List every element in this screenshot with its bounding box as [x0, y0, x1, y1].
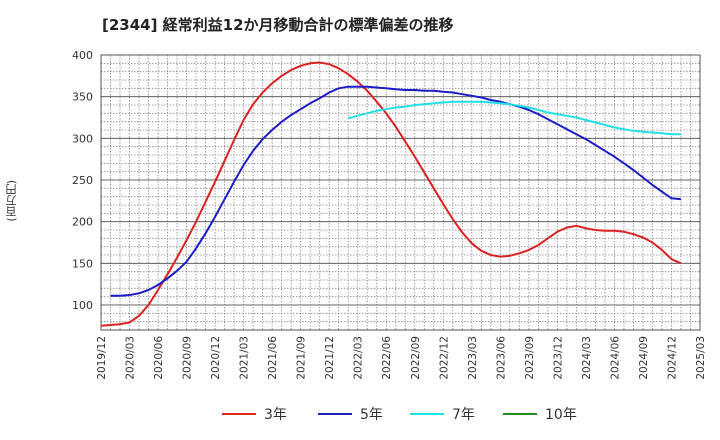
- x-tick-label: 2020/06: [153, 336, 165, 380]
- x-tick-label: 2023/03: [467, 336, 479, 380]
- y-tick-label: 150: [72, 257, 93, 270]
- x-tick-label: 2024/03: [581, 336, 593, 380]
- x-tick-label: 2021/12: [324, 336, 336, 380]
- series-line-7年: [347, 100, 681, 136]
- y-tick-label: 250: [72, 174, 93, 187]
- plot-area: [101, 55, 700, 330]
- x-tick-label: 2022/12: [438, 336, 450, 380]
- y-tick-label: 400: [72, 49, 93, 62]
- x-tick-label: 2023/06: [495, 336, 507, 380]
- x-tick-label: 2022/09: [410, 336, 422, 380]
- y-tick-label: 100: [72, 299, 93, 312]
- series-line-5年: [110, 85, 682, 297]
- x-tick-label: 2020/12: [210, 336, 222, 380]
- x-tick-label: 2023/09: [524, 336, 536, 380]
- x-tick-label: 2021/06: [267, 336, 279, 380]
- series-line-3年: [100, 61, 682, 327]
- legend-label-10年: 10年: [545, 407, 577, 423]
- x-tick-label: 2020/09: [182, 336, 194, 380]
- x-tick-label: 2020/03: [125, 336, 137, 380]
- x-tick-label: 2024/09: [638, 336, 650, 380]
- plot-frame: [100, 54, 701, 331]
- y-tick-label: 300: [72, 132, 93, 145]
- x-tick-label: 2022/03: [353, 336, 365, 380]
- legend-label-7年: 7年: [452, 407, 475, 423]
- chart-title: [2344] 経常利益12か月移動合計の標準偏差の推移: [102, 16, 454, 34]
- x-tick-label: 2025/03: [695, 336, 707, 380]
- x-tick-label: 2024/06: [609, 336, 621, 380]
- legend-label-3年: 3年: [264, 407, 287, 423]
- y-tick-label: 350: [72, 91, 93, 104]
- legend-label-5年: 5年: [360, 407, 383, 423]
- y-tick-label: 200: [72, 216, 93, 229]
- x-tick-label: 2023/12: [552, 336, 564, 380]
- x-tick-label: 2021/03: [239, 336, 251, 380]
- x-tick-label: 2021/09: [296, 336, 308, 380]
- x-tick-label: 2022/06: [381, 336, 393, 380]
- x-tick-label: 2024/12: [666, 336, 678, 380]
- x-tick-label: 2019/12: [96, 336, 108, 380]
